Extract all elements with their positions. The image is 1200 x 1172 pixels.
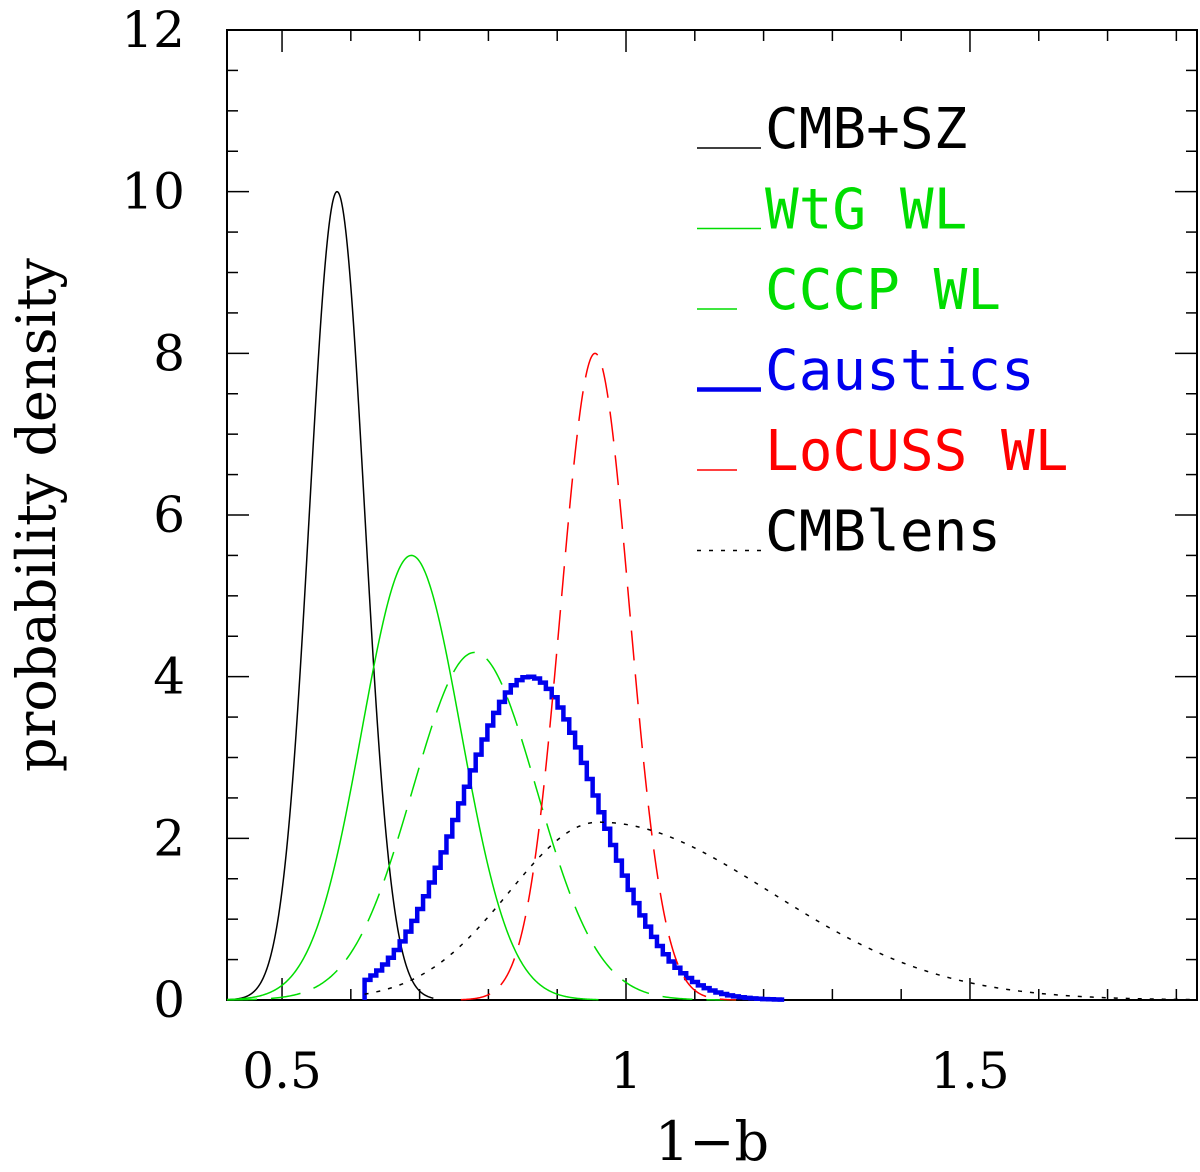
- series-line-cmb-sz: [226, 190, 434, 1001]
- legend-label: WtG WL: [765, 178, 967, 243]
- y-axis-title: probability density: [5, 258, 68, 772]
- x-tick-label: 1.5: [930, 1042, 1010, 1100]
- series-curves: [226, 190, 1198, 1002]
- legend-label: LoCUSS WL: [765, 419, 1068, 484]
- legend: CMB+SZ WtG WL CCCP WL Caustics LoCUSS WL CMBl…: [697, 97, 1068, 565]
- y-tick-label: 4: [153, 648, 185, 706]
- series-line-caustics: [362, 674, 785, 1002]
- series-line-wtg-wl: [226, 554, 599, 1001]
- legend-label: CMBlens: [765, 500, 1001, 565]
- legend-label: CCCP WL: [765, 258, 1001, 323]
- legend-label: CMB+SZ: [765, 97, 967, 162]
- y-tick-label: 12: [121, 1, 185, 59]
- x-tick-label: 1: [610, 1042, 642, 1100]
- plot-frame: [226, 29, 1198, 1001]
- legend-label: Caustics: [765, 339, 1035, 404]
- y-tick-label: 0: [153, 971, 185, 1029]
- x-axis-title: 1−b: [655, 1110, 769, 1172]
- tick-labels: 0.5 1 1.5 0 2 4 6 8 10 12: [121, 1, 1009, 1100]
- series-line-cmblens: [364, 821, 1198, 1001]
- axis-ticks: [227, 29, 1197, 1001]
- x-tick-label: 0.5: [242, 1042, 322, 1100]
- series-line-locuss-wl: [460, 352, 737, 1001]
- y-tick-label: 6: [153, 486, 185, 544]
- y-tick-label: 10: [121, 163, 185, 221]
- y-tick-label: 2: [153, 809, 185, 867]
- y-tick-label: 8: [153, 324, 185, 382]
